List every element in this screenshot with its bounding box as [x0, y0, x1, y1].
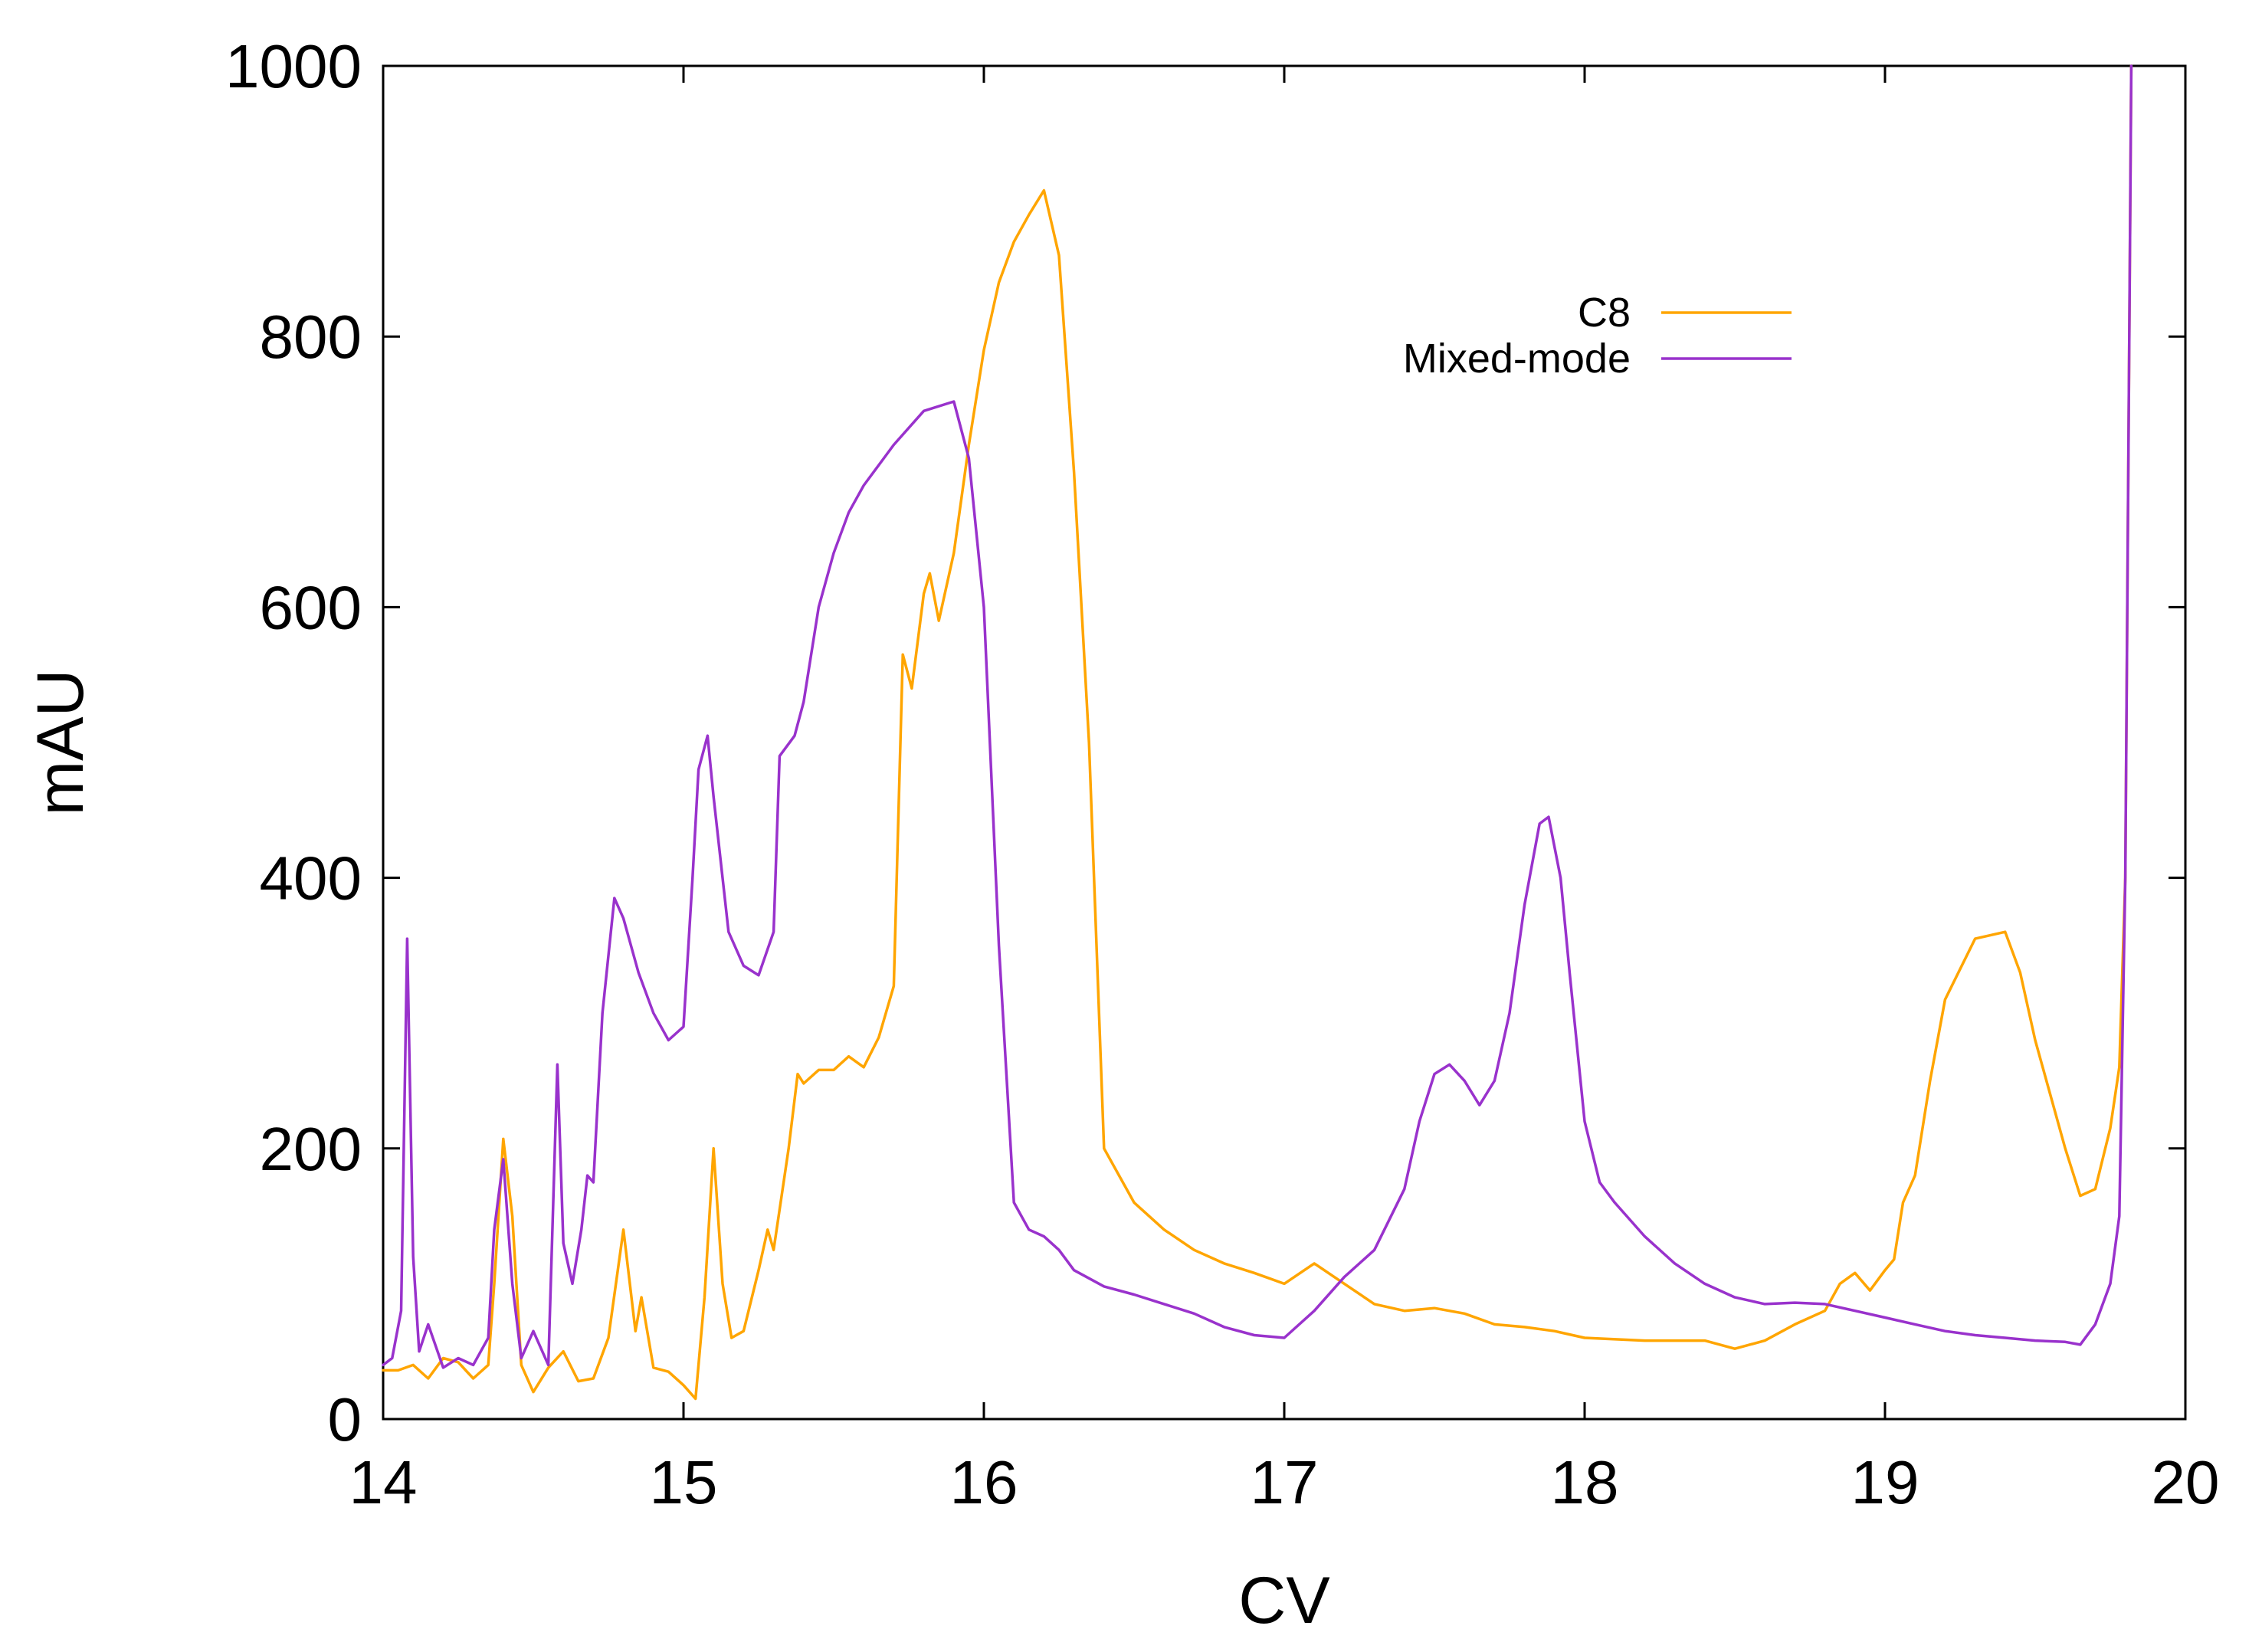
y-tick-label: 0 [328, 1385, 362, 1454]
series-layer [382, 64, 2133, 1401]
x-axis-title: CV [1238, 1564, 1329, 1637]
x-tick-label: 19 [1851, 1448, 1919, 1516]
y-axis-title: mAU [24, 669, 97, 815]
y-tick-label: 200 [260, 1115, 362, 1183]
x-tick-label: 14 [349, 1448, 418, 1516]
x-tick-label: 17 [1251, 1448, 1319, 1516]
y-tick-label: 400 [260, 844, 362, 913]
series-line-mixed-mode [382, 64, 2133, 1369]
plot-frame [382, 64, 2187, 1421]
x-axis: 14 15 16 17 18 19 20 [349, 66, 2220, 1516]
x-tick-label: 15 [650, 1448, 718, 1516]
legend-label: C8 [1578, 290, 1631, 336]
y-tick-label: 600 [260, 573, 362, 641]
y-tick-label: 1000 [225, 32, 362, 100]
legend-label: Mixed-mode [1403, 336, 1631, 382]
x-tick-label: 20 [2152, 1448, 2220, 1516]
y-tick-label: 800 [260, 303, 362, 371]
y-axis: 0 200 400 600 800 1000 [225, 32, 2185, 1454]
plot-area [382, 64, 2187, 1421]
series-line-c8 [382, 64, 2133, 1401]
x-tick-label: 18 [1551, 1448, 1619, 1516]
x-tick-label: 16 [950, 1448, 1018, 1516]
